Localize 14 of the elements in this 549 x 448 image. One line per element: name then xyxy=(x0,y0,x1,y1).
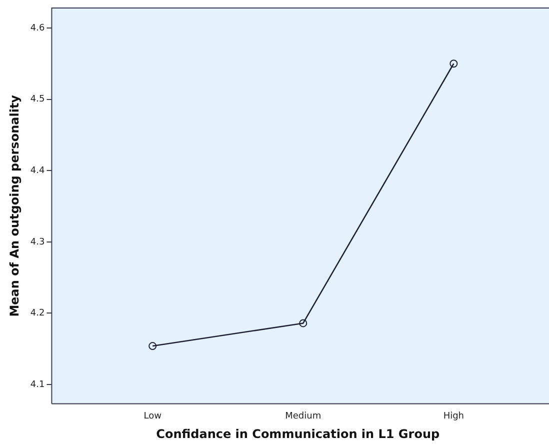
y-tick-label: 4.6 xyxy=(30,23,45,34)
x-tick-label: Medium xyxy=(285,412,322,422)
y-tick-label: 4.4 xyxy=(30,166,45,176)
y-tick-label: 4.2 xyxy=(30,308,45,319)
y-tick-label: 4.3 xyxy=(30,237,45,248)
point xyxy=(299,319,308,328)
y-tick-label: 4.5 xyxy=(30,94,45,105)
x-tick-label: High xyxy=(443,412,464,422)
y-axis-title: Mean of An outgoing personality xyxy=(7,94,22,317)
point xyxy=(148,342,157,350)
x-axis-title: Confidance in Communication in L1 Group xyxy=(156,426,440,441)
x-tick-label: Low xyxy=(144,412,162,422)
point xyxy=(450,60,458,68)
y-tick-label: 4.1 xyxy=(30,380,45,390)
